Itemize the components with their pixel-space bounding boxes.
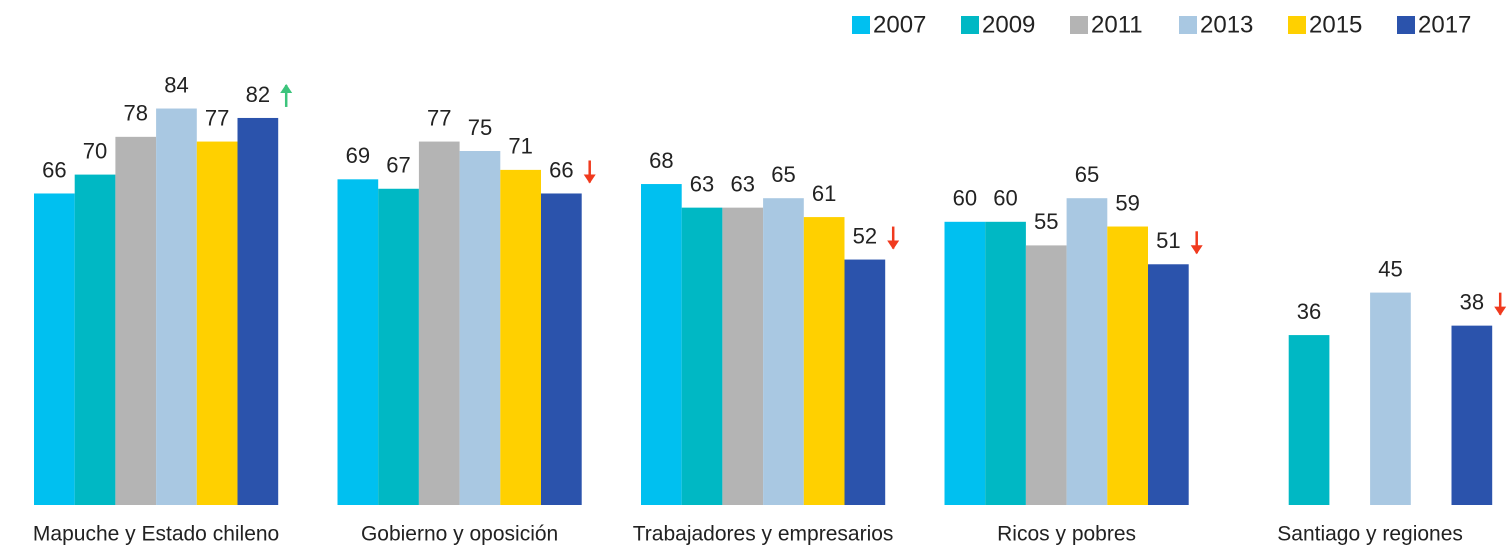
data-label: 61 (812, 181, 836, 206)
data-label: 65 (771, 162, 795, 187)
data-label: 60 (953, 186, 977, 211)
data-label: 71 (508, 134, 532, 159)
data-label: 69 (346, 143, 370, 168)
data-label: 75 (468, 115, 492, 140)
legend-label: 2017 (1418, 11, 1471, 38)
bar (541, 193, 582, 506)
data-label: 63 (731, 171, 755, 196)
trend-arrowhead (1190, 245, 1203, 255)
bar (337, 179, 379, 505)
bar (1370, 292, 1411, 505)
trend-arrowhead (583, 174, 596, 184)
data-label: 45 (1378, 256, 1402, 281)
bar (722, 207, 764, 505)
bar (641, 184, 682, 506)
data-label: 77 (427, 105, 451, 130)
legend-swatch (1288, 16, 1306, 34)
bar (944, 221, 986, 506)
bar (156, 108, 197, 506)
bar (1025, 245, 1067, 505)
legend-swatch (1070, 16, 1088, 34)
legend-swatch (1179, 16, 1197, 34)
bar (844, 259, 886, 505)
legend-label: 2015 (1309, 11, 1362, 38)
trend-arrowhead (280, 83, 293, 93)
bar (459, 151, 501, 505)
data-label: 66 (42, 157, 66, 182)
data-label: 67 (386, 153, 410, 178)
legend-swatch (852, 16, 870, 34)
legend-swatch (1397, 16, 1415, 34)
bar (500, 169, 541, 505)
data-label: 84 (164, 72, 188, 97)
data-label: 52 (853, 223, 877, 248)
bar (1288, 335, 1330, 505)
trend-arrowhead (1494, 306, 1507, 316)
data-label: 63 (690, 171, 714, 196)
data-label: 78 (124, 101, 148, 126)
data-label: 66 (549, 157, 573, 182)
bar (378, 188, 419, 505)
bar (803, 217, 845, 505)
bar (1451, 325, 1493, 505)
data-label: 70 (83, 138, 107, 163)
data-label: 60 (993, 186, 1017, 211)
data-label: 51 (1156, 228, 1180, 253)
x-tick-label: Trabajadores y empresarios (633, 523, 894, 546)
legend-label: 2007 (873, 11, 926, 38)
bar (985, 221, 1026, 506)
data-label: 68 (649, 148, 673, 173)
bar (763, 198, 804, 505)
legend-label: 2011 (1091, 11, 1143, 38)
data-label: 82 (246, 82, 270, 107)
bar (196, 141, 238, 505)
bar (681, 207, 723, 505)
bar (74, 174, 116, 505)
legend-label: 2013 (1200, 11, 1253, 38)
bar (34, 193, 75, 506)
legend-swatch (961, 16, 979, 34)
x-tick-label: Gobierno y oposición (361, 523, 558, 546)
bar (237, 117, 279, 506)
x-tick-label: Santiago y regiones (1277, 523, 1463, 546)
data-label: 77 (205, 105, 229, 130)
bar (1148, 264, 1189, 505)
bar (1066, 198, 1108, 505)
data-label: 36 (1297, 299, 1321, 324)
data-label: 65 (1075, 162, 1099, 187)
bar (1107, 226, 1148, 505)
legend-label: 2009 (982, 11, 1035, 38)
x-tick-label: Ricos y pobres (997, 523, 1136, 546)
bar (115, 136, 157, 505)
bar (418, 141, 460, 505)
data-label: 38 (1460, 289, 1484, 314)
trend-arrowhead (887, 240, 900, 250)
data-label: 59 (1115, 190, 1139, 215)
x-tick-label: Mapuche y Estado chileno (33, 523, 279, 546)
data-label: 55 (1034, 209, 1058, 234)
